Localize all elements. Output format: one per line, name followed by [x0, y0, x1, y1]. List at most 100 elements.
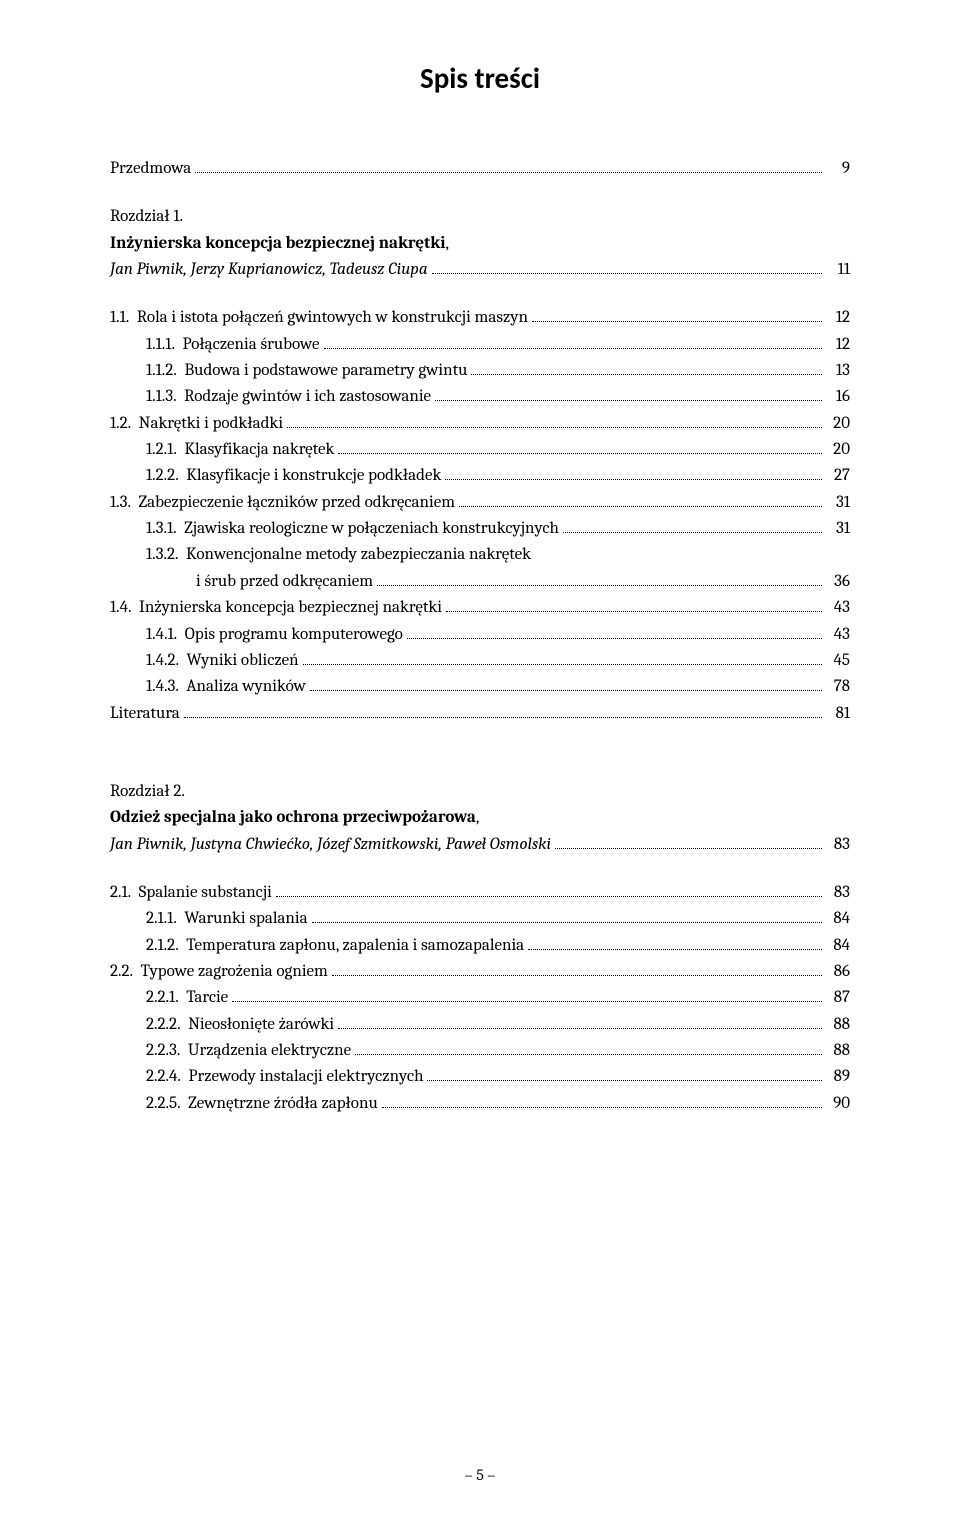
- toc-text: i śrub przed odkręcaniem: [196, 569, 373, 595]
- chapter-2-authors: Jan Piwnik, Justyna Chwiećko, Józef Szmi…: [110, 832, 551, 858]
- toc-entry: 1.1.1. Połączenia śrubowe12: [110, 332, 850, 358]
- toc-number: 1.4.: [110, 595, 139, 621]
- chapter-1-heading: Rozdział 1.: [110, 204, 850, 230]
- dot-leader: [563, 532, 822, 533]
- toc-entry: 1.4.2. Wyniki obliczeń45: [110, 648, 850, 674]
- toc-entry: 2.2.4. Przewody instalacji elektrycznych…: [110, 1064, 850, 1090]
- toc-page: 90: [826, 1091, 850, 1117]
- toc-entry: 2.2. Typowe zagrożenia ogniem86: [110, 959, 850, 985]
- dot-leader: [459, 506, 822, 507]
- toc-entry-literature: Literatura 81: [110, 701, 850, 727]
- dot-leader: [528, 949, 822, 950]
- toc-number: 2.2.3.: [146, 1038, 188, 1064]
- dot-leader: [338, 1028, 822, 1029]
- toc-page: 16: [826, 384, 850, 410]
- toc-text: Konwencjonalne metody zabezpieczania nak…: [186, 542, 531, 568]
- toc-number: 2.2.4.: [146, 1064, 188, 1090]
- toc-page: 78: [826, 674, 850, 700]
- dot-leader: [555, 848, 822, 849]
- toc-text: Inżynierska koncepcja bezpiecznej nakręt…: [139, 595, 442, 621]
- toc-text: Rodzaje gwintów i ich zastosowanie: [184, 384, 431, 410]
- toc-entry: 2.2.1. Tarcie87: [110, 985, 850, 1011]
- toc-number: 1.2.: [110, 411, 139, 437]
- toc-text: Zjawiska reologiczne w połączeniach kons…: [184, 516, 559, 542]
- toc-text: Nakrętki i podkładki: [139, 411, 283, 437]
- page: Spis treści Przedmowa 9 Rozdział 1. Inży…: [0, 0, 960, 1524]
- toc-number: 1.3.2.: [146, 542, 186, 568]
- toc-entry: 1.1. Rola i istota połączeń gwintowych w…: [110, 305, 850, 331]
- toc-page: 84: [826, 906, 850, 932]
- toc-entry: 1.4.1. Opis programu komputerowego43: [110, 622, 850, 648]
- toc-page: 83: [826, 880, 850, 906]
- toc-entry: 1.2.1. Klasyfikacja nakrętek20: [110, 437, 850, 463]
- chapter-2-title-row: Odzież specjalna jako ochrona przeciwpoż…: [110, 805, 850, 831]
- toc-number: 2.2.5.: [146, 1091, 188, 1117]
- toc-text: Zewnętrzne źródła zapłonu: [188, 1091, 378, 1117]
- toc-entry: 1.4. Inżynierska koncepcja bezpiecznej n…: [110, 595, 850, 621]
- chapter-1-entries: 1.1. Rola i istota połączeń gwintowych w…: [110, 305, 850, 700]
- dot-leader: [355, 1054, 822, 1055]
- toc-number: 1.3.1.: [146, 516, 184, 542]
- toc-text: Urządzenia elektryczne: [188, 1038, 351, 1064]
- toc-entry: i śrub przed odkręcaniem 36: [110, 569, 850, 595]
- toc-page: 81: [826, 701, 850, 727]
- dot-leader: [338, 453, 822, 454]
- dot-leader: [287, 427, 822, 428]
- toc-page: 31: [826, 516, 850, 542]
- chapter-2-title: Odzież specjalna jako ochrona przeciwpoż…: [110, 808, 476, 827]
- toc-page: 86: [826, 959, 850, 985]
- dot-leader: [445, 479, 822, 480]
- toc-entry: 2.1. Spalanie substancji83: [110, 880, 850, 906]
- toc-page: 27: [826, 463, 850, 489]
- toc-page: 12: [826, 332, 850, 358]
- toc-text: Klasyfikacja nakrętek: [184, 437, 334, 463]
- chapter-2-entries: 2.1. Spalanie substancji832.1.1. Warunki…: [110, 880, 850, 1117]
- toc-page: 88: [826, 1038, 850, 1064]
- toc-page: 45: [826, 648, 850, 674]
- toc-number: 1.3.: [110, 490, 138, 516]
- dot-leader: [312, 922, 822, 923]
- toc-page: 13: [826, 358, 850, 384]
- dot-leader: [324, 348, 822, 349]
- toc-entry: 1.4.3. Analiza wyników78: [110, 674, 850, 700]
- toc-page: 36: [826, 569, 850, 595]
- toc-entry: 1.3. Zabezpieczenie łączników przed odkr…: [110, 490, 850, 516]
- toc-text: Opis programu komputerowego: [185, 622, 403, 648]
- toc-number: 1.1.: [110, 305, 137, 331]
- chapter-2-authors-row: Jan Piwnik, Justyna Chwiećko, Józef Szmi…: [110, 832, 850, 858]
- toc-text: Zabezpieczenie łączników przed odkręcani…: [138, 490, 455, 516]
- dot-leader: [303, 664, 822, 665]
- toc-entry: 1.1.2. Budowa i podstawowe parametry gwi…: [110, 358, 850, 384]
- toc-text: Warunki spalania: [184, 906, 307, 932]
- toc-number: 1.4.3.: [146, 674, 186, 700]
- toc-number: 1.1.3.: [146, 384, 184, 410]
- toc-text: Rola i istota połączeń gwintowych w kons…: [137, 305, 528, 331]
- toc-number: 2.1.1.: [146, 906, 184, 932]
- toc-page: 9: [826, 156, 850, 182]
- toc-number: 1.4.2.: [146, 648, 187, 674]
- toc-entry-preface: Przedmowa 9: [110, 156, 850, 182]
- dot-leader: [407, 638, 822, 639]
- page-footer: – 5 –: [0, 1466, 960, 1484]
- toc-page: 43: [826, 622, 850, 648]
- toc-text: Połączenia śrubowe: [182, 332, 319, 358]
- toc-entry: 1.2. Nakrętki i podkładki 20: [110, 411, 850, 437]
- toc-page: 20: [826, 411, 850, 437]
- toc-entry: 1.2.2. Klasyfikacje i konstrukcje podkła…: [110, 463, 850, 489]
- chapter-2-heading: Rozdział 2.: [110, 779, 850, 805]
- dot-leader: [427, 1080, 822, 1081]
- toc-text: Nieosłonięte żarówki: [188, 1012, 334, 1038]
- toc-entry: 1.1.3. Rodzaje gwintów i ich zastosowani…: [110, 384, 850, 410]
- toc-number: 1.2.1.: [146, 437, 184, 463]
- toc-entry: 2.1.2. Temperatura zapłonu, zapalenia i …: [110, 933, 850, 959]
- dot-leader: [382, 1107, 822, 1108]
- toc-page: 88: [826, 1012, 850, 1038]
- dot-leader: [276, 896, 822, 897]
- toc-label: Przedmowa: [110, 156, 191, 182]
- dot-leader: [532, 321, 822, 322]
- page-title: Spis treści: [110, 60, 850, 96]
- toc-page: 43: [826, 595, 850, 621]
- dot-leader: [432, 273, 822, 274]
- toc-page: 11: [826, 257, 850, 283]
- toc-page: 31: [826, 490, 850, 516]
